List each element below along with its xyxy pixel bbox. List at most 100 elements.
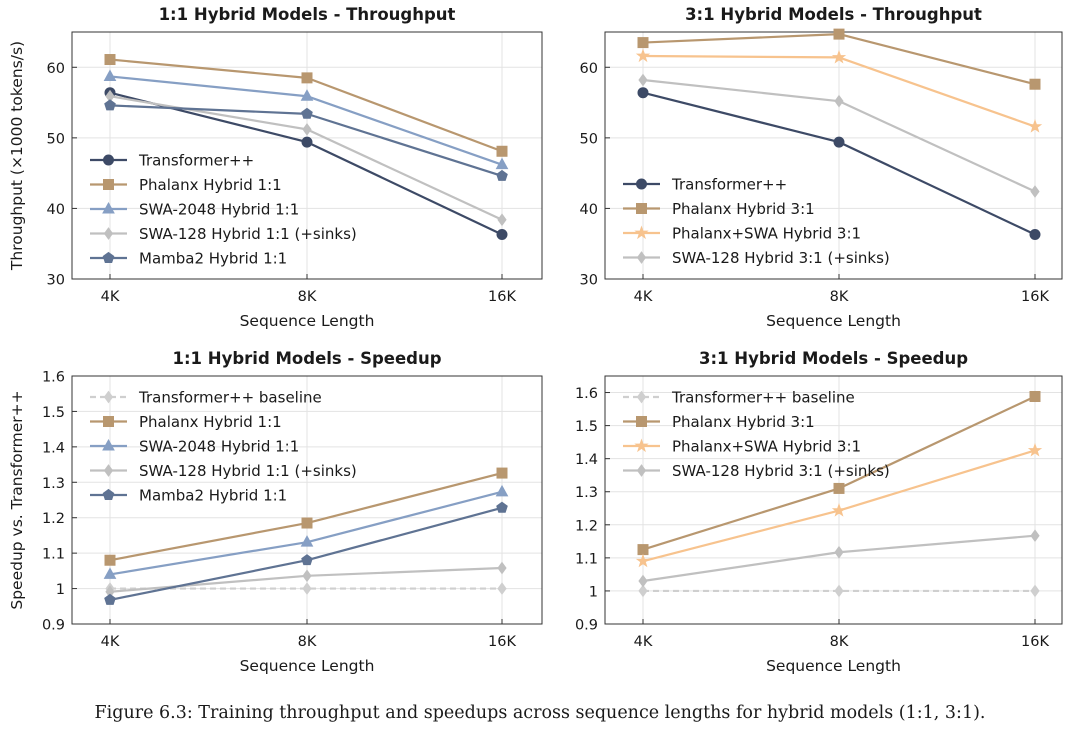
chart-panel-2: 3:1 Hybrid Models - Throughput 30 40 50 60 4K… [580, 5, 1063, 330]
legend-marker [103, 464, 114, 477]
y-tick-label: 1.6 [575, 386, 598, 402]
legend-marker [103, 416, 114, 427]
legend-marker [636, 251, 647, 264]
chart-title: 1:1 Hybrid Models - Throughput [159, 5, 456, 24]
x-axis-label: Sequence Length [240, 657, 375, 675]
data-point [302, 582, 312, 595]
series-swa-128-hybrid-3-1-sinks [638, 529, 1040, 588]
legend-marker [103, 227, 114, 240]
plot-frame [71, 31, 543, 280]
legend-label: SWA-2048 Hybrid 1:1 [139, 201, 299, 219]
data-point [496, 145, 508, 157]
data-point [104, 554, 116, 566]
x-tick-label: 16K [1021, 634, 1049, 650]
data-point [834, 94, 844, 108]
data-point [833, 136, 845, 148]
y-tick-label: 60 [47, 61, 65, 77]
data-point [831, 503, 847, 517]
y-tick-label: 1 [589, 584, 598, 600]
x-tick-label: 4K [101, 634, 120, 650]
series-mamba2-hybrid-1-1 [104, 99, 508, 181]
x-tick-label: 16K [1021, 289, 1049, 305]
data-point [495, 484, 509, 497]
series-phalanx-swa-hybrid-3-1 [635, 48, 1043, 133]
legend-marker [636, 390, 647, 404]
y-tick-label: 1.2 [42, 511, 65, 527]
legend-marker [102, 251, 115, 263]
legend-marker [634, 225, 649, 240]
y-axis-label: Speedup vs. Transformer++ [8, 390, 26, 609]
legend-marker [103, 154, 114, 166]
y-tick-label: 0.9 [42, 618, 65, 634]
legend-marker [636, 464, 647, 477]
series-mamba2-hybrid-1-1 [104, 501, 508, 605]
legend-label: Transformer++ [671, 176, 787, 194]
series-transformer [637, 87, 1041, 241]
legend-label: SWA-2048 Hybrid 1:1 [139, 438, 299, 456]
data-point [301, 136, 313, 148]
chart-panel-3: 1:1 Hybrid Models - Speedup 0.9 1 1.1 1.2 1.3… [8, 349, 543, 675]
legend-marker [102, 438, 115, 451]
x-tick-label: 16K [488, 634, 516, 650]
data-point [833, 28, 845, 40]
series-phalanx-hybrid-3-1 [637, 28, 1041, 90]
x-tick-label: 4K [101, 289, 120, 305]
y-tick-label: 1.5 [42, 405, 65, 421]
legend-marker [103, 390, 114, 404]
series-phalanx-swa-hybrid-3-1 [635, 442, 1043, 568]
data-point [301, 72, 313, 84]
data-point [1030, 529, 1040, 543]
x-tick-label: 4K [634, 634, 653, 650]
y-tick-label: 1.4 [42, 440, 65, 456]
x-tick-label: 4K [634, 289, 653, 305]
data-point [1029, 391, 1041, 403]
series-swa-2048-hybrid-1-1 [103, 484, 509, 579]
legend-marker [103, 179, 114, 190]
data-point [103, 69, 117, 81]
data-point [638, 73, 648, 87]
figure-caption: Figure 6.3: Training throughput and spee… [94, 703, 986, 723]
y-tick-label: 60 [580, 61, 598, 77]
legend-marker [636, 416, 647, 427]
x-tick-label: 8K [298, 634, 317, 650]
data-point [638, 574, 648, 588]
data-point [831, 49, 847, 64]
legend-label: Phalanx Hybrid 1:1 [139, 413, 282, 431]
legend-marker [102, 488, 115, 500]
chart-panel-1: 1:1 Hybrid Models - Throughput 30 40 50 60 4K… [8, 5, 543, 330]
data-point [495, 157, 509, 170]
y-tick-label: 30 [47, 273, 65, 289]
data-point [834, 545, 844, 559]
legend-marker [634, 438, 649, 453]
legend-label: Mamba2 Hybrid 1:1 [139, 487, 287, 505]
plot-frame [71, 375, 543, 625]
y-tick-label: 1.4 [575, 452, 598, 468]
data-point [1027, 119, 1043, 133]
x-tick-label: 8K [298, 289, 317, 305]
chart-title: 3:1 Hybrid Models - Throughput [685, 5, 982, 24]
x-axis-label: Sequence Length [766, 657, 901, 675]
y-tick-label: 40 [47, 202, 65, 218]
legend: Transformer++ Phalanx Hybrid 3:1 Phalanx+S… [623, 176, 890, 267]
legend: Transformer++ baseline Phalanx Hybrid 1:1… [90, 389, 357, 505]
series-swa-128-hybrid-3-1-sinks [638, 73, 1040, 198]
y-tick-label: 1.1 [42, 547, 65, 563]
data-point [496, 169, 508, 181]
y-tick-label: 50 [47, 131, 65, 147]
series-transformer-baseline [638, 584, 1040, 598]
data-point [301, 517, 313, 529]
chart-title: 3:1 Hybrid Models - Speedup [699, 349, 968, 368]
data-point [635, 48, 651, 63]
data-point [834, 584, 844, 598]
data-point [1029, 78, 1041, 90]
data-point [496, 467, 508, 479]
data-point [301, 107, 313, 119]
data-point [833, 482, 845, 494]
data-point [301, 554, 313, 566]
data-point [497, 561, 507, 575]
legend-label: SWA-128 Hybrid 3:1 (+sinks) [672, 462, 890, 480]
data-point [104, 99, 116, 111]
legend-label: Transformer++ [138, 152, 254, 170]
series-swa-2048-hybrid-1-1 [103, 69, 509, 170]
